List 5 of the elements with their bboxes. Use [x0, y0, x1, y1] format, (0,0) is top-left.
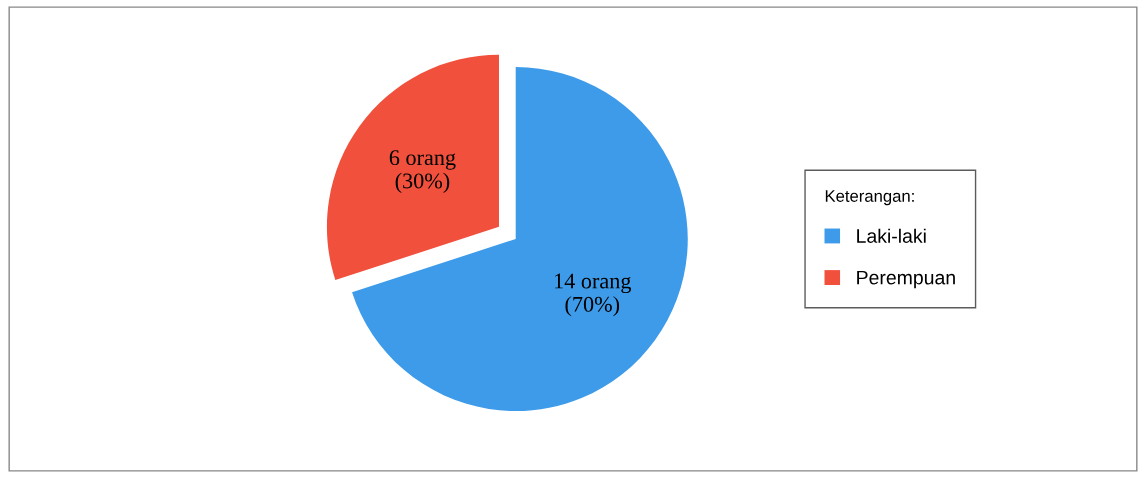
legend-title: Keterangan:	[825, 190, 914, 206]
legend-label: Laki-laki	[857, 228, 926, 243]
legend-label: Perempuan	[857, 270, 955, 289]
data-label: 14 orang (70%)	[555, 273, 632, 317]
data-label: 6 orang (30%)	[389, 150, 456, 193]
